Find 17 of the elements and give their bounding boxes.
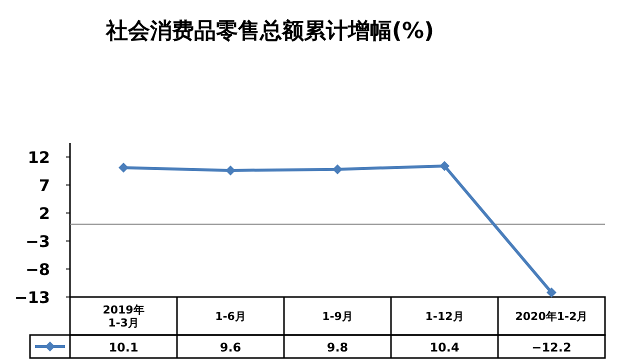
y-tick-label: −13 bbox=[14, 288, 50, 307]
x-tick-label: 1-6月 bbox=[215, 310, 246, 323]
x-tick-label: 1-12月 bbox=[425, 310, 464, 323]
chart-title: 社会消费品零售总额累计增幅(%) bbox=[104, 18, 434, 44]
data-label: 10.4 bbox=[430, 340, 460, 354]
x-tick-label: 1-9月 bbox=[322, 310, 353, 323]
x-tick-label: 2020年1-2月 bbox=[515, 310, 588, 323]
data-label: 9.8 bbox=[326, 340, 348, 354]
data-label: 10.1 bbox=[108, 340, 138, 354]
y-tick-label: 7 bbox=[38, 176, 50, 195]
data-label: −12.2 bbox=[532, 340, 572, 354]
y-tick-label: 2 bbox=[38, 204, 50, 223]
y-tick-label: −3 bbox=[25, 232, 50, 251]
x-tick-label: 2019年 1-3月 bbox=[102, 303, 144, 330]
y-tick-label: −8 bbox=[25, 260, 50, 279]
data-label: 9.6 bbox=[220, 340, 242, 354]
y-tick-label: 12 bbox=[28, 148, 50, 167]
